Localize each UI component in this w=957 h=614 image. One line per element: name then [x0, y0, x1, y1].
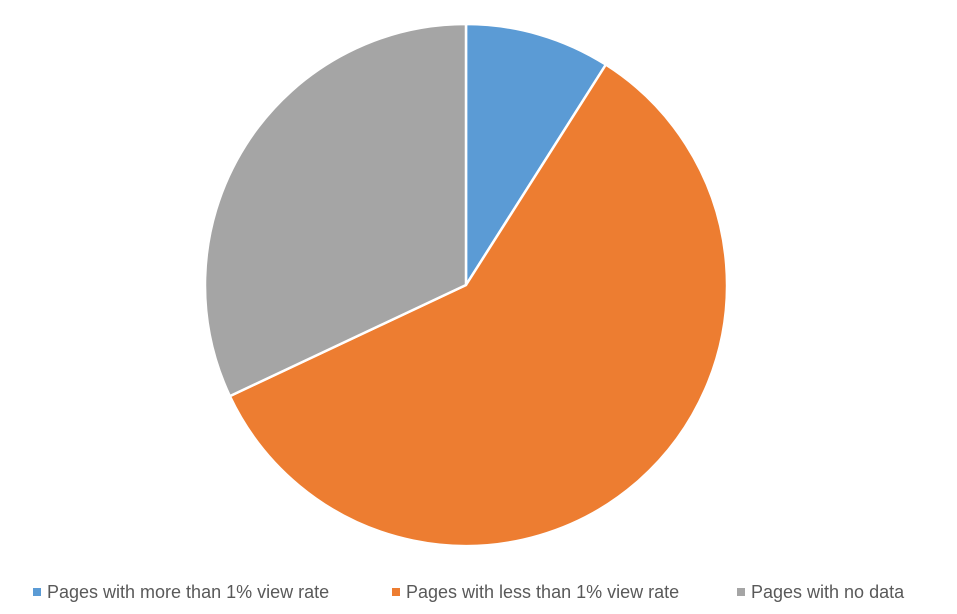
legend-label-less-than-1pct: Pages with less than 1% view rate: [406, 582, 680, 602]
pie-slice-more-than-1pct: [464, 22, 608, 287]
legend-swatch-less-than-1pct: [392, 588, 400, 596]
legend-label-more-than-1pct: Pages with more than 1% view rate: [47, 582, 330, 602]
legend-item-less-than-1pct: Pages with less than 1% view rate: [392, 578, 679, 606]
pie-chart-plot: [203, 22, 729, 548]
legend-swatch-no-data: [737, 588, 745, 596]
pie-slice-no-data: [203, 22, 468, 398]
chart-legend: Pages with more than 1% view rate Pages …: [0, 578, 957, 606]
pie-slice-less-than-1pct: [228, 63, 729, 548]
legend-label-no-data: Pages with no data: [751, 582, 905, 602]
legend-swatch-more-than-1pct: [33, 588, 41, 596]
legend-item-no-data: Pages with no data: [737, 578, 904, 606]
legend-item-more-than-1pct: Pages with more than 1% view rate: [33, 578, 329, 606]
